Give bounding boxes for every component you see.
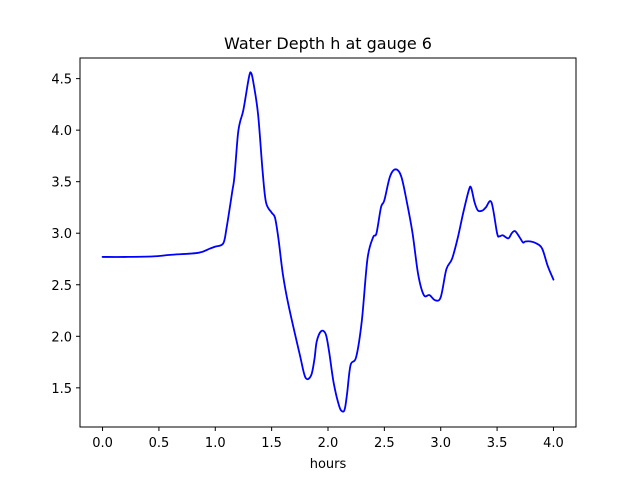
y-tick-label: 2.5 bbox=[51, 279, 72, 294]
x-axis-title: hours bbox=[310, 457, 347, 472]
x-axis: 0.0 0.5 1.0 1.5 2.0 2.5 3.0 3.5 4.0 bbox=[92, 427, 564, 451]
series-layer bbox=[101, 71, 555, 413]
x-tick-label: 1.5 bbox=[261, 436, 282, 451]
y-tick-label: 4.0 bbox=[51, 124, 72, 139]
y-axis: 1.5 2.0 2.5 3.0 3.5 4.0 4.5 bbox=[51, 73, 80, 397]
y-tick-label: 3.5 bbox=[51, 176, 72, 191]
y-tick-label: 2.0 bbox=[51, 330, 72, 345]
x-tick-label: 0.0 bbox=[92, 436, 113, 451]
y-tick-label: 1.5 bbox=[51, 382, 72, 397]
x-tick-label: 0.5 bbox=[149, 436, 170, 451]
x-tick-label: 2.5 bbox=[374, 436, 395, 451]
series-line bbox=[101, 71, 555, 413]
x-tick-label: 3.5 bbox=[487, 436, 508, 451]
x-tick-label: 1.0 bbox=[205, 436, 226, 451]
y-tick-label: 4.5 bbox=[51, 73, 72, 88]
x-tick-label: 3.0 bbox=[430, 436, 451, 451]
y-tick-label: 3.0 bbox=[51, 227, 72, 242]
x-tick-label: 2.0 bbox=[318, 436, 339, 451]
chart-title: Water Depth h at gauge 6 bbox=[224, 34, 432, 53]
x-tick-label: 4.0 bbox=[543, 436, 564, 451]
